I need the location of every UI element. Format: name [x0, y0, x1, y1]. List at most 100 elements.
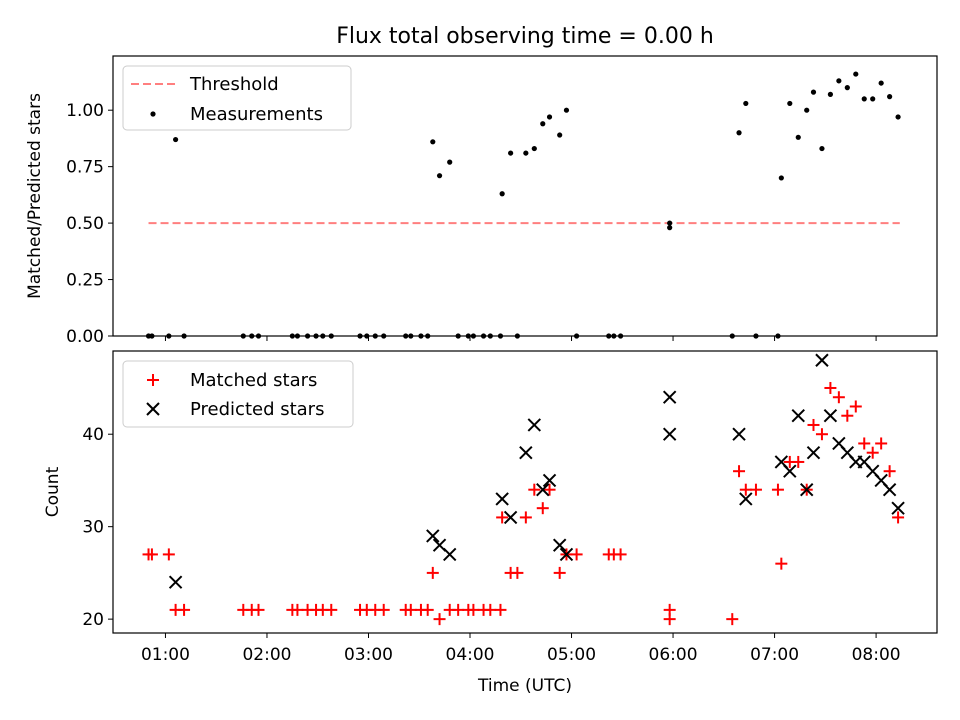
measurement-point	[819, 145, 825, 152]
measurement-point	[743, 100, 749, 107]
measurement-point	[523, 150, 529, 156]
predicted-star-point	[503, 510, 518, 525]
legend-measurements-label: Measurements	[190, 104, 323, 125]
measurement-point	[403, 333, 409, 339]
measurement-point	[775, 333, 781, 339]
measurement-point	[470, 333, 476, 339]
measurement-point	[508, 150, 514, 156]
bottom-legend-box	[122, 360, 354, 428]
legend-predicted-swatch	[146, 402, 160, 416]
measurement-point	[778, 175, 784, 181]
matched-star-point	[452, 603, 465, 616]
matched-star-point	[832, 391, 845, 404]
predicted-star-point	[791, 409, 805, 423]
matched-star-point	[739, 483, 752, 496]
measurement-point	[514, 333, 520, 339]
bottom-panel: 20 30 40 01:00 02:00 03:00 04:00 05:00 06:00 07:…	[43, 350, 938, 696]
measurement-point	[499, 191, 505, 197]
measurement-point	[372, 333, 378, 339]
matched-star-point	[815, 428, 828, 441]
measurement-point	[447, 159, 453, 165]
measurement-point	[381, 333, 387, 339]
measurement-point	[563, 107, 570, 113]
predicted-star-point	[552, 538, 567, 552]
bottom-legend: Matched stars Predicted stars	[122, 360, 354, 428]
measurement-point	[430, 139, 436, 145]
predicted-star-point	[783, 464, 797, 478]
legend-threshold-label: Threshold	[189, 74, 279, 95]
measurement-point	[465, 333, 471, 339]
legend-measurements-swatch	[150, 111, 156, 117]
matched-star-point	[858, 437, 871, 450]
predicted-star-point	[527, 418, 542, 432]
matched-star-point	[291, 603, 304, 616]
matched-star-point	[875, 437, 888, 450]
matched-star-point	[866, 446, 879, 459]
measurement-point	[357, 333, 363, 339]
x-tick-label: 05:00	[547, 645, 596, 665]
top-legend-box	[122, 65, 352, 131]
count-points	[142, 353, 905, 626]
measurement-point	[328, 333, 334, 339]
matched-star-point	[807, 418, 820, 431]
matched-star-point	[749, 483, 762, 496]
matched-star-point	[467, 603, 480, 616]
measurement-point	[480, 333, 487, 339]
matched-star-point	[511, 566, 524, 579]
bottom-plot-area	[112, 350, 938, 634]
measurement-point	[617, 333, 624, 339]
top-plot-area	[112, 55, 938, 337]
top-y-tick-label: 0.75	[66, 158, 104, 178]
legend-predicted-label: Predicted stars	[190, 399, 324, 420]
matched-star-point	[496, 511, 509, 524]
matched-star-point	[494, 603, 507, 616]
top-legend: Threshold Measurements	[122, 65, 352, 131]
bottom-y-axis-label: Count	[43, 466, 63, 517]
measurement-point	[810, 89, 817, 95]
x-axis-label: Time (UTC)	[477, 676, 572, 696]
matched-star-point	[325, 603, 338, 616]
predicted-star-point	[823, 409, 838, 423]
measurement-point	[844, 85, 850, 91]
predicted-star-point	[891, 501, 905, 515]
bottom-y-tick-label: 40	[82, 425, 104, 445]
predicted-star-point	[426, 529, 440, 543]
x-tick-label: 04:00	[446, 645, 495, 665]
x-tick-label: 07:00	[750, 645, 799, 665]
measurement-point	[870, 96, 876, 102]
matched-star-point	[883, 465, 896, 478]
measurement-point	[487, 333, 493, 339]
matched-star-point	[519, 511, 532, 524]
matched-star-point	[824, 381, 837, 394]
x-tick-label: 01:00	[141, 645, 190, 665]
measurement-point	[436, 173, 443, 179]
measurement-point	[878, 80, 884, 86]
chart-title: Flux total observing time = 0.00 h	[336, 24, 714, 49]
top-panel: 0.00 0.25 0.50 0.75 1.00 Matched/Predicted s…	[25, 55, 938, 347]
predicted-star-point	[662, 427, 677, 441]
top-x-ticks	[164, 336, 877, 341]
measurement-point	[861, 96, 867, 102]
matched-star-point	[178, 603, 191, 616]
matched-star-point	[614, 548, 627, 561]
matched-star-point	[892, 511, 905, 524]
predicted-star-point	[519, 445, 533, 460]
predicted-star-point	[732, 427, 746, 441]
measurement-point	[240, 333, 246, 339]
measurement-point	[497, 333, 504, 339]
measurement-point	[294, 333, 301, 339]
measurement-point	[753, 333, 759, 339]
measurement-point	[304, 333, 311, 339]
measurement-point	[836, 78, 842, 84]
bottom-x-ticks: 01:00 02:00 03:00 04:00 05:00 06:00 07:00 08:00	[141, 633, 901, 665]
matched-star-point	[792, 455, 805, 468]
measurement-point	[827, 91, 834, 97]
matched-star-point	[377, 603, 390, 616]
measurement-point	[795, 134, 801, 140]
top-y-tick-label: 0.25	[66, 271, 104, 291]
matched-star-point	[536, 502, 549, 515]
measurement-point	[364, 333, 370, 339]
matched-star-point	[771, 483, 784, 496]
predicted-star-point	[882, 482, 897, 497]
measurement-point	[611, 333, 617, 339]
